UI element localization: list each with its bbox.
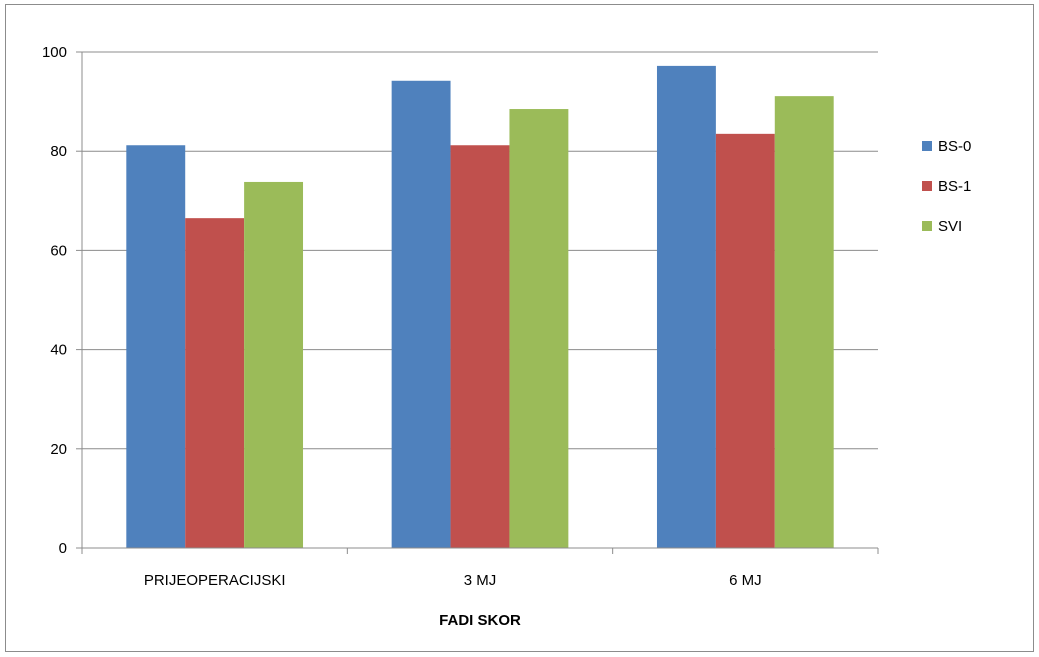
bar-svi	[509, 109, 569, 548]
bar-bs-1	[185, 218, 245, 548]
legend-swatch	[922, 141, 932, 151]
legend-label: BS-0	[938, 138, 971, 155]
x-tick-labels: PRIJEOPERACIJSKI 3 MJ 6 MJ	[144, 572, 762, 589]
legend-label: BS-1	[938, 178, 971, 195]
y-tick-label: 40	[50, 342, 67, 359]
legend-swatch	[922, 181, 932, 191]
x-tick-label: 6 MJ	[729, 572, 762, 589]
y-tick-label: 20	[50, 441, 67, 458]
axes	[76, 51, 879, 554]
y-tick-label: 80	[50, 143, 67, 160]
y-tick-label: 100	[42, 44, 67, 61]
legend: BS-0 BS-1 SVI	[922, 138, 971, 235]
bar-bs-0	[656, 65, 716, 548]
x-axis-label: FADI SKOR	[439, 612, 521, 629]
legend-label: SVI	[938, 218, 962, 235]
bar-bs-0	[391, 80, 451, 548]
y-tick-label: 0	[59, 540, 67, 557]
y-tick-label: 60	[50, 242, 67, 259]
bar-bs-1	[715, 133, 775, 548]
bars	[126, 65, 834, 549]
y-tick-labels: 0 20 40 60 80 100	[42, 44, 67, 557]
bar-svi	[244, 181, 304, 548]
bar-bs-1	[450, 145, 510, 549]
bar-bs-0	[126, 145, 186, 549]
x-tick-label: 3 MJ	[464, 572, 497, 589]
bar-svi	[774, 96, 834, 549]
x-tick-label: PRIJEOPERACIJSKI	[144, 572, 286, 589]
legend-swatch	[922, 221, 932, 231]
